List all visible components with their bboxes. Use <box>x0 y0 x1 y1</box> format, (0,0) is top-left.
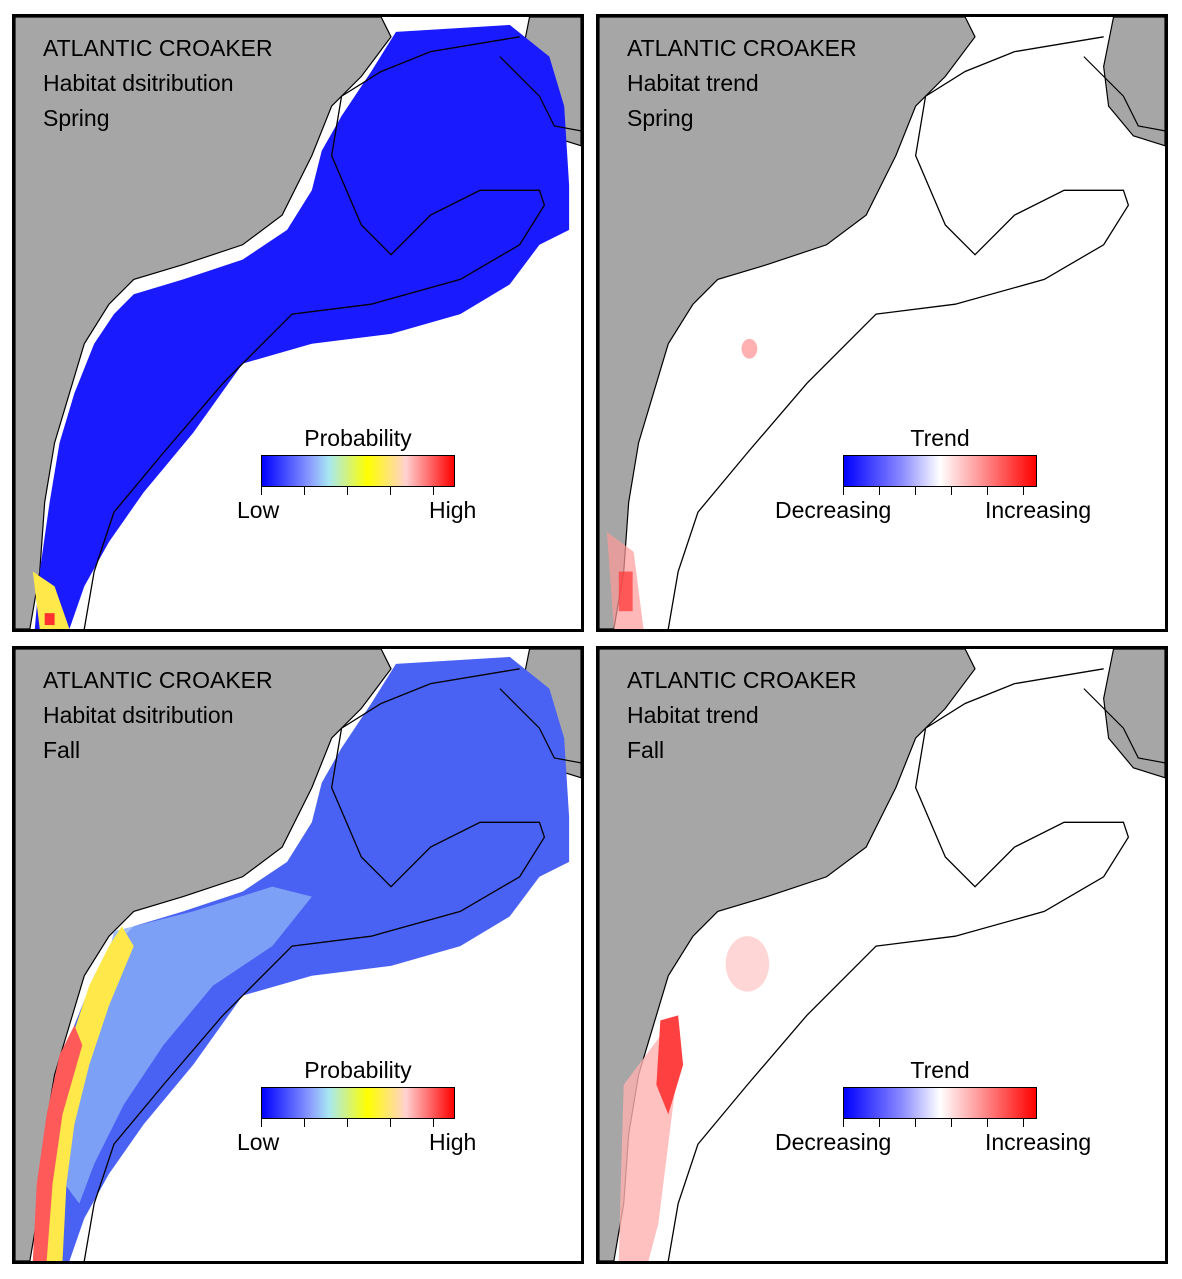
map-panel-spring-trend: ATLANTIC CROAKER Habitat trend Spring Tr… <box>596 14 1168 632</box>
panel-title-block: ATLANTIC CROAKER Habitat dsitribution Fa… <box>43 663 273 768</box>
legend-color-bar <box>261 455 455 487</box>
nearshore-high-patch <box>32 571 70 629</box>
depth-contour <box>667 36 1130 629</box>
trend-increase-spot <box>725 936 770 992</box>
legend-ticks <box>261 1119 455 1127</box>
depth-contour-ne <box>1083 56 1165 132</box>
legend-high-label: High <box>429 1129 477 1155</box>
legend-title: Probability <box>304 425 412 451</box>
map-canvas <box>15 649 581 1261</box>
map-canvas <box>599 17 1165 629</box>
map-panel-fall-distribution: ATLANTIC CROAKER Habitat dsitribution Fa… <box>12 646 584 1264</box>
season-label: Fall <box>627 737 665 763</box>
depth-contour <box>83 668 546 1261</box>
map-canvas <box>599 649 1165 1261</box>
depth-contour-ne <box>1083 688 1165 764</box>
subtitle-label: Habitat trend <box>627 70 759 96</box>
season-label: Spring <box>627 105 694 131</box>
habitat-distribution-area <box>34 656 570 1261</box>
nearshore-yellow-band <box>42 926 134 1261</box>
map-panel-spring-distribution: ATLANTIC CROAKER Habitat dsitribution Sp… <box>12 14 584 632</box>
offshore-light-band <box>64 886 312 1204</box>
depth-contour <box>83 36 546 629</box>
nearshore-red-cell <box>44 613 55 626</box>
legend-color-bar <box>261 1087 455 1119</box>
depth-contour <box>667 668 1130 1261</box>
season-label: Spring <box>43 105 110 131</box>
map-canvas <box>15 17 581 629</box>
legend-high-label: Increasing <box>985 1129 1092 1155</box>
legend-low-label: Decreasing <box>775 1129 892 1155</box>
legend-title: Trend <box>910 425 970 451</box>
legend-color-bar <box>843 1087 1037 1119</box>
coastal-red-band <box>32 1025 83 1261</box>
legend-low-label: Low <box>237 1129 280 1155</box>
land-mass-ne <box>1103 649 1165 779</box>
trend-strong-increase <box>656 1015 684 1115</box>
legend-color-bar <box>843 455 1037 487</box>
panel-title-block: ATLANTIC CROAKER Habitat trend Spring <box>627 31 857 136</box>
legend-ticks <box>261 487 455 495</box>
trend-increase-cell <box>618 571 633 612</box>
subtitle-label: Habitat dsitribution <box>43 702 234 728</box>
subtitle-label: Habitat trend <box>627 702 759 728</box>
legend-title: Probability <box>304 1057 412 1083</box>
species-label: ATLANTIC CROAKER <box>627 667 857 693</box>
trend-increase-spot <box>741 338 758 359</box>
habitat-distribution-area <box>34 24 570 629</box>
legend-low-label: Decreasing <box>775 497 892 523</box>
legend-low-label: Low <box>237 497 280 523</box>
legend-title: Trend <box>910 1057 970 1083</box>
land-mass-ne <box>1103 17 1165 147</box>
species-label: ATLANTIC CROAKER <box>43 667 273 693</box>
depth-contour-ne <box>499 688 581 764</box>
legend-ticks <box>843 487 1037 495</box>
subtitle-label: Habitat dsitribution <box>43 70 234 96</box>
panel-title-block: ATLANTIC CROAKER Habitat trend Fall <box>627 663 857 768</box>
depth-contour-ne <box>499 56 581 132</box>
season-label: Fall <box>43 737 81 763</box>
map-panel-fall-trend: ATLANTIC CROAKER Habitat trend Fall Tren… <box>596 646 1168 1264</box>
panel-title-block: ATLANTIC CROAKER Habitat dsitribution Sp… <box>43 31 273 136</box>
legend-high-label: High <box>429 497 477 523</box>
legend-high-label: Increasing <box>985 497 1092 523</box>
legend-ticks <box>843 1119 1037 1127</box>
species-label: ATLANTIC CROAKER <box>43 35 273 61</box>
species-label: ATLANTIC CROAKER <box>627 35 857 61</box>
